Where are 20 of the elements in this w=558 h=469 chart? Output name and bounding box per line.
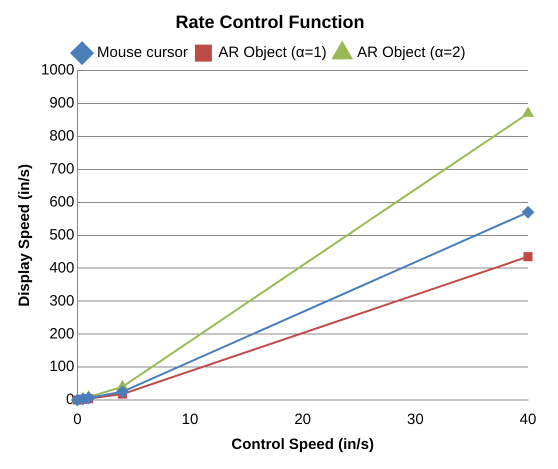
x-tick-label: 40 bbox=[520, 411, 536, 428]
y-tick-label: 300 bbox=[49, 292, 74, 310]
y-tick-label: 900 bbox=[49, 94, 74, 112]
y-tick-label: 700 bbox=[49, 160, 74, 178]
chart-title: Rate Control Function bbox=[176, 12, 364, 32]
y-tick-label: 600 bbox=[49, 194, 74, 210]
y-tick-label: 200 bbox=[49, 325, 74, 342]
y-axis-title: Display Speed (in/s) bbox=[16, 164, 34, 307]
y-tick-label: 400 bbox=[49, 259, 74, 276]
x-axis-title: Control Speed (in/s) bbox=[231, 436, 374, 454]
y-tick-label: 800 bbox=[49, 128, 74, 145]
x-tick-label: 20 bbox=[294, 411, 312, 428]
legend-label: Mouse cursor bbox=[97, 44, 188, 62]
legend-label: AR Object (α=2) bbox=[357, 44, 466, 62]
x-tick-label: 30 bbox=[407, 411, 424, 428]
legend-label: AR Object (α=1) bbox=[218, 44, 327, 62]
y-tick-label: 500 bbox=[49, 226, 74, 244]
y-tick-label: 100 bbox=[49, 358, 74, 376]
y-tick-label: 1000 bbox=[40, 62, 74, 79]
x-tick-label: 10 bbox=[182, 411, 198, 428]
